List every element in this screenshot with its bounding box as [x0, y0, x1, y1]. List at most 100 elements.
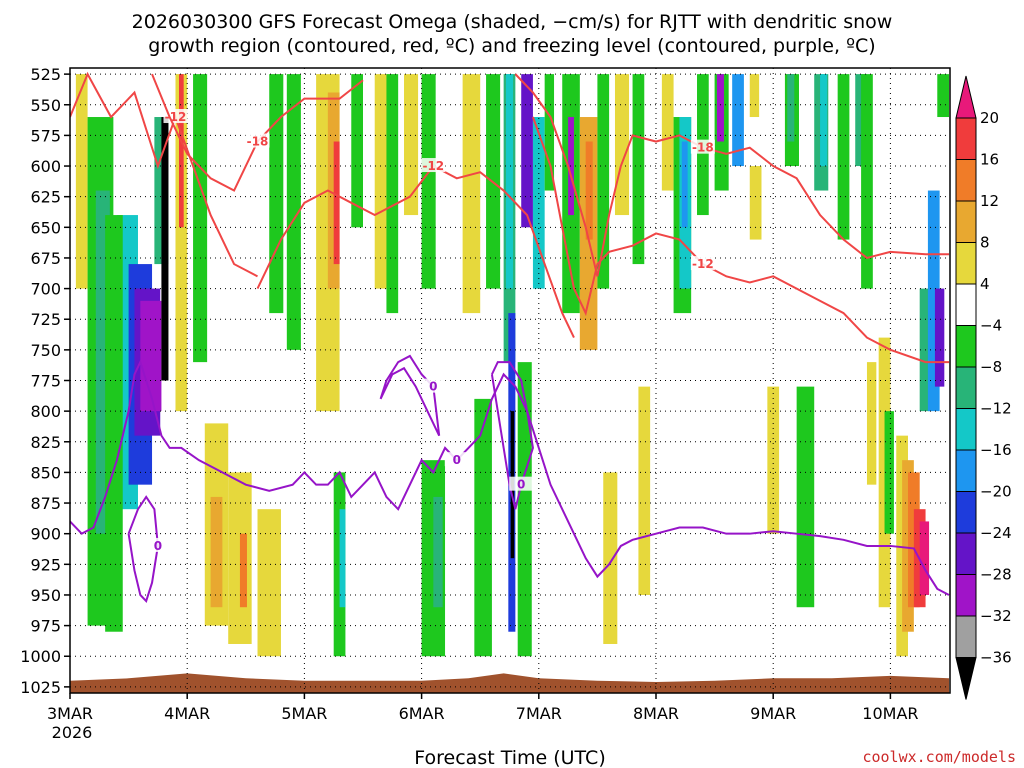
omega-cell-40: [517, 362, 532, 657]
y-tick-label-750: 750: [30, 341, 61, 360]
freezing-label-bg-1: [421, 378, 446, 393]
y-tick-label-800: 800: [30, 402, 61, 421]
dendritic-label-1: -18: [247, 135, 269, 149]
y-tick-label-925: 925: [30, 555, 61, 574]
colorbar-cap-bottom: [955, 657, 977, 700]
x-axis-ticks: 3MAR 4MAR 5MAR 6MAR 7MAR 8MAR 9MAR 10MAR: [47, 693, 919, 723]
omega-cell-82: [937, 74, 949, 118]
x-tick-label-4MAR: 4MAR: [164, 704, 210, 723]
omega-cell-14: [210, 496, 223, 608]
dendritic-label-2: -12: [422, 159, 444, 173]
colorbar-label-4: 4: [980, 275, 990, 293]
y-tick-label-950: 950: [30, 586, 61, 605]
colorbar-label-0: 20: [980, 109, 999, 127]
omega-cell-60: [749, 74, 760, 118]
omega-cell-16: [239, 533, 247, 608]
freezing-label-1: 0: [429, 380, 437, 394]
dendritic-contour-0: [70, 71, 258, 278]
omega-cell-59: [732, 74, 744, 167]
omega-cell-52: [661, 74, 674, 191]
colorbar-band-12_to_16: [955, 159, 977, 202]
y-tick-label-975: 975: [30, 617, 61, 636]
omega-cell-0: [75, 74, 88, 289]
omega-cell-11: [178, 74, 184, 228]
omega-cell-39: [521, 74, 533, 228]
freezing-label-0: 0: [453, 453, 461, 467]
dendritic-contours: -12 -18 -12 -18 -12: [70, 71, 949, 364]
y-tick-label-525: 525: [30, 65, 61, 84]
omega-cell-80: [927, 190, 940, 412]
colorbar-label-1: 16: [980, 151, 999, 169]
dendritic-label-0: -12: [165, 110, 187, 124]
omega-cell-55: [681, 141, 688, 228]
omega-cell-19: [286, 74, 301, 350]
colorbar-label-6: −8: [980, 358, 1002, 376]
freezing-label-3: 0: [154, 539, 162, 553]
x-axis-label: Forecast Time (UTC): [414, 747, 605, 768]
y-axis-ticks: 525 550 575 600 625 650 675 700 725 750 775 800 825 8…: [20, 65, 70, 697]
colorbar-label-8: −16: [980, 441, 1012, 459]
x-tick-label-7MAR: 7MAR: [516, 704, 562, 723]
colorbar-band-4_to_8: [955, 242, 977, 285]
omega-cell-46: [585, 141, 593, 240]
omega-cell-67: [820, 74, 828, 167]
colorbar-band-neg32_to_neg28: [955, 574, 977, 617]
omega-cell-68: [837, 74, 850, 240]
colorbar-label-9: −20: [980, 483, 1012, 501]
omega-cell-26: [374, 74, 389, 289]
colorbar-label-5: −4: [980, 317, 1002, 335]
freezing-contour-2: [490, 361, 534, 510]
omega-cell-78: [919, 521, 930, 595]
credit-text: coolwx.com/models: [862, 748, 1016, 766]
omega-cell-47: [597, 74, 610, 289]
omega-cell-22: [333, 141, 340, 265]
terrain-surface: [70, 673, 949, 693]
dendritic-label-bg-0: [163, 109, 188, 124]
omega-cell-65: [796, 386, 815, 608]
omega-cell-29: [421, 74, 436, 289]
omega-cell-12: [193, 74, 208, 363]
colorbar-band-neg24_to_neg20: [955, 491, 977, 534]
y-tick-label-900: 900: [30, 525, 61, 544]
y-tick-label-650: 650: [30, 218, 61, 237]
omega-cell-32: [462, 74, 481, 314]
omega-cell-81: [934, 288, 945, 387]
y-tick-label-825: 825: [30, 433, 61, 452]
omega-cell-58: [716, 74, 724, 142]
y-tick-label-875: 875: [30, 494, 61, 513]
omega-cell-71: [866, 362, 877, 485]
y-tick-label-850: 850: [30, 463, 61, 482]
x-tick-label-9MAR: 9MAR: [750, 704, 796, 723]
omega-cell-62: [767, 386, 780, 534]
omega-cell-42: [544, 74, 555, 191]
freezing-label-bg-3: [145, 537, 170, 552]
dendritic-label-bg-1: [245, 133, 270, 148]
omega-cell-33: [474, 398, 492, 657]
omega-cell-50: [632, 74, 645, 265]
omega-cell-51: [638, 386, 651, 595]
freezing-label-bg-0: [444, 452, 469, 467]
omega-cell-25: [339, 509, 346, 608]
colorbar-band-neg16_to_neg12: [955, 408, 977, 451]
dendritic-label-bg-3: [690, 139, 715, 154]
colorbar-label-13: −36: [980, 649, 1012, 667]
colorbar-band-16_to_20: [955, 117, 977, 160]
x-tick-label-8MAR: 8MAR: [633, 704, 679, 723]
omega-cell-44: [568, 117, 574, 216]
omega-cell-27: [386, 74, 399, 314]
y-tick-label-775: 775: [30, 372, 61, 391]
colorbar-label-2: 12: [980, 192, 999, 210]
omega-cell-31: [433, 496, 443, 608]
colorbar-label-12: −32: [980, 607, 1012, 625]
colorbar-band-neg4_to_4: [955, 283, 977, 326]
omega-cell-73: [884, 411, 894, 534]
omega-cell-48: [603, 472, 618, 644]
omega-cell-36: [505, 74, 514, 289]
y-tick-label-550: 550: [30, 96, 61, 115]
y-tick-label-1000: 1000: [20, 647, 61, 666]
omega-cell-41: [532, 117, 545, 289]
freezing-contour-3: [127, 495, 159, 603]
omega-cell-17: [257, 509, 281, 657]
y-tick-label-725: 725: [30, 310, 61, 329]
